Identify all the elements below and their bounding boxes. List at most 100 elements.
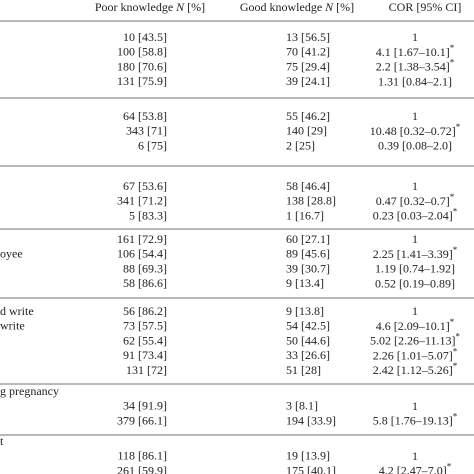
cor-value: 1 <box>412 449 418 463</box>
row-label: write <box>0 319 25 333</box>
good-knowledge-cell: 60 [27.1] <box>286 232 330 246</box>
poor-knowledge-cell: 10 [43.5] <box>123 30 167 44</box>
cor-value: 0.47 [0.32–0.7] <box>376 194 450 208</box>
header-text: [%] <box>333 0 354 14</box>
poor-knowledge-cell: 58 [86.6] <box>123 276 167 290</box>
cor-value: 1 <box>412 109 418 123</box>
poor-knowledge-cell: 379 [66.1] <box>117 413 167 427</box>
cor-cell: 0.39 [0.08–2.0] <box>378 138 452 152</box>
cor-cell: 1.31 [0.84–2.1] <box>378 74 452 88</box>
poor-knowledge-cell: 343 [71] <box>126 124 167 138</box>
cor-cell: 1 <box>412 232 418 246</box>
poor-knowledge-cell: 161 [72.9] <box>117 232 167 246</box>
cor-value: 5.02 [2.26–11.13] <box>370 333 456 347</box>
significance-mark: * <box>456 332 461 342</box>
header-text: [%] <box>184 0 205 14</box>
column-header: Poor knowledge N [%] <box>95 0 205 14</box>
header-italic: N <box>175 0 185 14</box>
cor-cell: 2.2 [1.38–3.54]* <box>376 58 455 74</box>
good-knowledge-cell: 9 [13.4] <box>286 276 324 290</box>
cor-value: 2.2 [1.38–3.54] <box>376 59 450 73</box>
header-text: COR [95% CI] <box>389 0 462 14</box>
column-header: Good knowledge N [%] <box>240 0 354 14</box>
good-knowledge-cell: 194 [33.9] <box>286 413 336 427</box>
significance-mark: * <box>450 192 455 202</box>
poor-knowledge-cell: 64 [53.8] <box>123 109 167 123</box>
good-knowledge-cell: 55 [46.2] <box>286 109 330 123</box>
header-italic: N <box>324 0 334 14</box>
significance-mark: * <box>453 346 458 356</box>
poor-knowledge-cell: 118 [86.1] <box>117 449 167 463</box>
cor-cell: 1 <box>412 30 418 44</box>
cor-cell: 1 <box>412 399 418 413</box>
cor-cell: 0.47 [0.32–0.7]* <box>376 192 455 208</box>
cor-value: 2.25 [1.41–3.39] <box>373 247 453 261</box>
cor-cell: 2.26 [1.01–5.07]* <box>373 346 458 362</box>
cor-value: 2.42 [1.12–5.26] <box>373 363 453 377</box>
poor-knowledge-cell: 34 [91.9] <box>123 399 167 413</box>
good-knowledge-cell: 75 [29.4] <box>286 59 330 73</box>
cor-cell: 0.23 [0.03–2.04]* <box>373 207 458 223</box>
cor-value: 4.1 [1.67–10.1] <box>376 45 450 59</box>
cor-cell: 4.1 [1.67–10.1]* <box>376 43 455 59</box>
cor-cell: 0.52 [0.19–0.89] <box>375 276 455 290</box>
cor-value: 1 <box>412 399 418 413</box>
significance-mark: * <box>453 412 458 422</box>
significance-mark: * <box>453 245 458 255</box>
good-knowledge-cell: 70 [41.2] <box>286 45 330 59</box>
good-knowledge-cell: 140 [29] <box>286 124 327 138</box>
cor-value: 4.2 [2.47–7.0] <box>379 463 447 474</box>
good-knowledge-cell: 33 [26.6] <box>286 348 330 362</box>
poor-knowledge-cell: 6 [75] <box>138 138 167 152</box>
cor-cell: 4.2 [2.47–7.0]* <box>379 462 452 474</box>
poor-knowledge-cell: 261 [59.9] <box>117 463 167 474</box>
significance-mark: * <box>453 207 458 217</box>
cor-value: 1 <box>412 304 418 318</box>
cor-value: 1 <box>412 232 418 246</box>
cor-cell: 1 <box>412 449 418 463</box>
header-text: Good knowledge <box>240 0 325 14</box>
good-knowledge-cell: 138 [28.8] <box>286 194 336 208</box>
good-knowledge-cell: 2 [25] <box>286 138 315 152</box>
significance-mark: * <box>447 462 452 472</box>
cor-cell: 5.8 [1.76–19.13]* <box>373 412 458 428</box>
poor-knowledge-cell: 100 [58.8] <box>117 45 167 59</box>
good-knowledge-cell: 51 [28] <box>286 363 321 377</box>
poor-knowledge-cell: 62 [55.4] <box>123 333 167 347</box>
poor-knowledge-cell: 73 [57.5] <box>123 319 167 333</box>
cor-cell: 10.48 [0.32–0.72]* <box>370 122 461 138</box>
row-label: d write <box>0 304 34 318</box>
significance-mark: * <box>450 43 455 53</box>
good-knowledge-cell: 1 [16.7] <box>286 208 324 222</box>
cor-cell: 1 <box>412 109 418 123</box>
cor-value: 1.31 [0.84–2.1] <box>378 74 452 88</box>
good-knowledge-cell: 39 [24.1] <box>286 74 330 88</box>
good-knowledge-cell: 175 [40.1] <box>286 463 336 474</box>
poor-knowledge-cell: 91 [73.4] <box>123 348 167 362</box>
good-knowledge-cell: 39 [30.7] <box>286 261 330 275</box>
cor-value: 10.48 [0.32–0.72] <box>370 124 456 138</box>
row-label: g pregnancy <box>0 384 59 398</box>
header-text: Poor knowledge <box>95 0 176 14</box>
cor-value: 1 <box>412 179 418 193</box>
cor-cell: 2.42 [1.12–5.26]* <box>373 361 458 377</box>
poor-knowledge-cell: 180 [70.6] <box>117 59 167 73</box>
cor-value: 0.23 [0.03–2.04] <box>373 208 453 222</box>
cor-value: 1.19 [0.74–1.92] <box>375 261 455 275</box>
poor-knowledge-cell: 131 [75.9] <box>117 74 167 88</box>
cor-value: 5.8 [1.76–19.13] <box>373 413 453 427</box>
cor-value: 2.26 [1.01–5.07] <box>373 348 453 362</box>
good-knowledge-cell: 13 [56.5] <box>286 30 330 44</box>
poor-knowledge-cell: 5 [83.3] <box>129 208 167 222</box>
cor-cell: 1.19 [0.74–1.92] <box>375 261 455 275</box>
cor-value: 0.39 [0.08–2.0] <box>378 138 452 152</box>
cor-cell: 4.6 [2.09–10.1]* <box>376 317 455 333</box>
significance-mark: * <box>456 122 461 132</box>
significance-mark: * <box>450 58 455 68</box>
good-knowledge-cell: 50 [44.6] <box>286 333 330 347</box>
good-knowledge-cell: 58 [46.4] <box>286 179 330 193</box>
poor-knowledge-cell: 67 [53.6] <box>123 179 167 193</box>
cor-cell: 5.02 [2.26–11.13]* <box>370 332 461 348</box>
good-knowledge-cell: 19 [13.9] <box>286 449 330 463</box>
